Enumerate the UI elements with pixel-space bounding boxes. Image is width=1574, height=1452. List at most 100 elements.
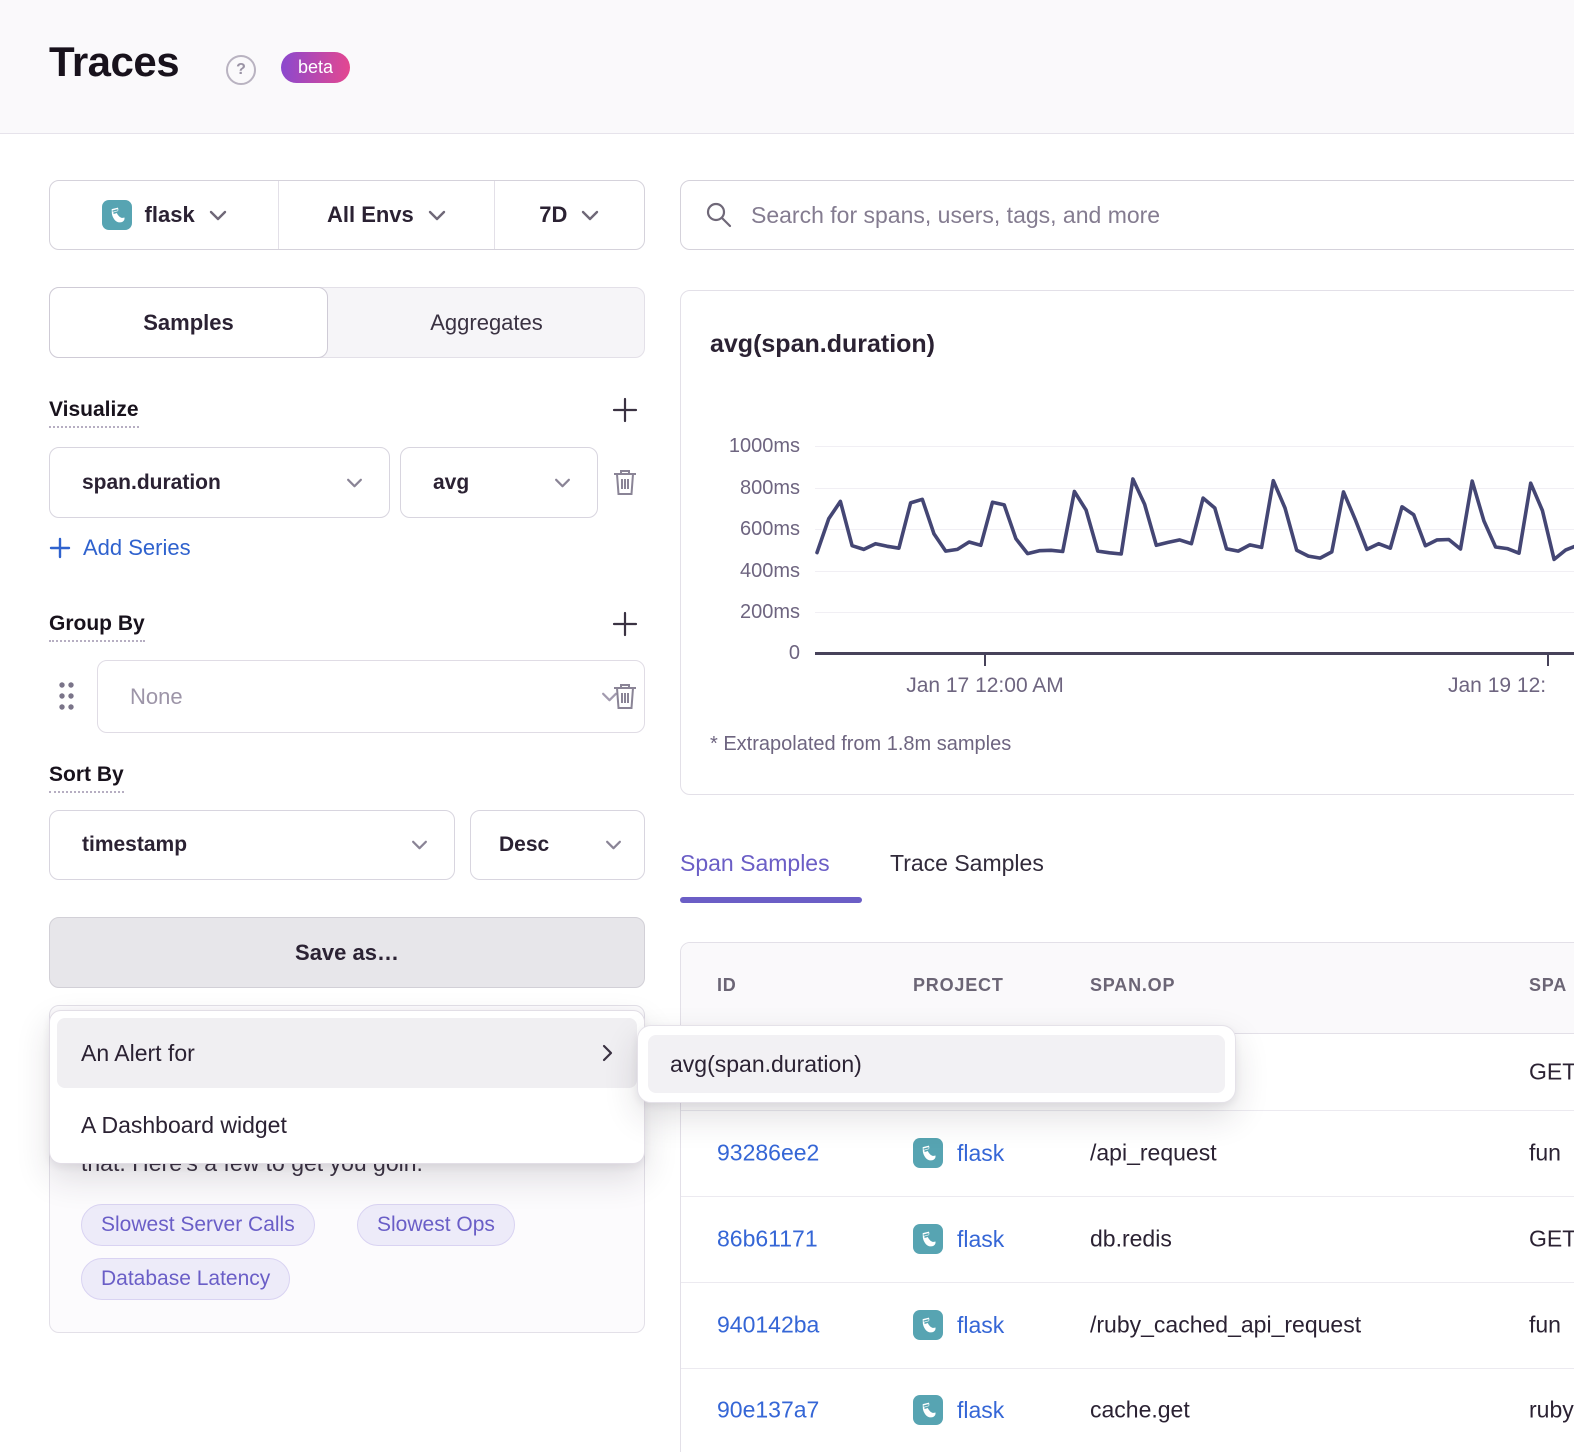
span-op-cell: db.redis <box>1090 1225 1172 1252</box>
suggestion-slowest-ops[interactable]: Slowest Ops <box>357 1204 515 1246</box>
chevron-down-icon <box>582 210 599 220</box>
sort-field-select[interactable]: timestamp <box>49 810 455 880</box>
delete-group-by-button[interactable] <box>610 680 640 712</box>
visualize-field-select[interactable]: span.duration <box>49 447 390 518</box>
gridline <box>815 488 1574 489</box>
chevron-down-icon <box>555 478 570 487</box>
save-as-button[interactable]: Save as… <box>49 917 645 988</box>
duration-line-chart <box>815 477 1574 562</box>
trash-icon <box>614 470 636 495</box>
suggestion-slowest-server-calls[interactable]: Slowest Server Calls <box>81 1204 315 1246</box>
trash-icon <box>614 684 636 709</box>
y-tick-label: 1000ms <box>728 435 800 457</box>
page-header <box>0 0 1574 134</box>
sort-by-label: Sort By <box>49 763 124 793</box>
gridline <box>815 612 1574 613</box>
page-title: Traces <box>49 38 180 85</box>
project-link[interactable]: flask <box>957 1396 1005 1423</box>
add-series-button[interactable]: Add Series <box>49 535 191 561</box>
table-header <box>681 943 1574 1034</box>
chevron-down-icon <box>606 840 621 850</box>
search-bar <box>680 180 1574 250</box>
x-axis <box>815 652 1574 655</box>
beta-badge: beta <box>281 52 351 83</box>
span-description-cell: fun <box>1529 1139 1561 1166</box>
x-tick <box>1547 655 1549 666</box>
project-link[interactable]: flask <box>957 1311 1005 1338</box>
table-row: GET <box>681 1033 1574 1111</box>
flask-project-icon <box>101 200 132 230</box>
flask-project-icon <box>913 1395 943 1425</box>
tab-span-samples[interactable]: Span Samples <box>680 850 830 876</box>
help-icon[interactable]: ? <box>226 55 256 85</box>
chevron-down-icon <box>347 478 362 487</box>
plus-icon <box>612 397 638 423</box>
column-header-project: PROJECT <box>913 975 1004 995</box>
menu-item-dashboard-widget[interactable]: A Dashboard widget <box>81 1111 287 1138</box>
span-op-cell: cache.get <box>1090 1396 1190 1423</box>
span-id-link[interactable]: 93286ee2 <box>717 1139 820 1166</box>
span-id-link[interactable]: 86b61171 <box>717 1225 818 1252</box>
project-link[interactable]: flask <box>957 1225 1005 1252</box>
add-visualize-button[interactable] <box>611 396 639 424</box>
column-header-span-op: SPAN.OP <box>1090 975 1176 995</box>
y-tick-label: 0 <box>788 642 800 664</box>
chart-title: avg(span.duration) <box>710 330 936 358</box>
flask-project-icon <box>913 1224 943 1254</box>
y-tick-label: 600ms <box>739 518 800 540</box>
table-row: 93286ee2 flask /api_request fun <box>681 1110 1574 1197</box>
span-description-cell: GET <box>1529 1225 1574 1252</box>
submenu-item-avg-span-duration[interactable]: avg(span.duration) <box>648 1035 1225 1093</box>
tab-aggregates[interactable]: Aggregates <box>430 309 543 335</box>
y-tick-label: 400ms <box>739 560 800 582</box>
chevron-down-icon <box>428 210 445 220</box>
add-group-by-button[interactable] <box>611 610 639 638</box>
x-tick-label: Jan 17 12:00 AM <box>906 674 1064 697</box>
environment-selector[interactable]: All Envs <box>278 181 493 249</box>
span-op-cell: /api_request <box>1090 1139 1217 1166</box>
table-row: 90e137a7 flask cache.get ruby <box>681 1368 1574 1452</box>
search-input[interactable] <box>749 200 1574 230</box>
flask-project-icon <box>913 1310 943 1340</box>
table-row: 86b61171 flask db.redis GET <box>681 1196 1574 1283</box>
sort-direction-select[interactable]: Desc <box>470 810 645 880</box>
y-tick-label: 800ms <box>739 477 800 499</box>
span-id-link[interactable]: 90e137a7 <box>717 1396 820 1423</box>
table-row: 940142ba flask /ruby_cached_api_request … <box>681 1282 1574 1369</box>
group-by-select[interactable]: None <box>97 660 645 733</box>
gridline <box>815 571 1574 572</box>
project-link[interactable]: flask <box>957 1139 1005 1166</box>
menu-item-alert[interactable]: An Alert for <box>57 1018 637 1088</box>
drag-dots-icon <box>59 682 74 710</box>
tab-samples[interactable]: Samples <box>49 287 328 358</box>
span-description-cell: ruby <box>1529 1396 1574 1423</box>
delete-visualize-button[interactable] <box>610 466 640 498</box>
column-header-span-description: SPA <box>1529 975 1568 995</box>
project-selector[interactable]: flask <box>50 181 278 249</box>
chevron-down-icon <box>602 692 617 701</box>
chevron-down-icon <box>412 840 427 850</box>
suggestion-database-latency[interactable]: Database Latency <box>81 1258 291 1300</box>
chart-footnote: * Extrapolated from 1.8m samples <box>710 733 1012 755</box>
column-header-id: ID <box>717 975 737 995</box>
span-description-cell: fun <box>1529 1311 1561 1338</box>
span-op-cell: /ruby_cached_api_request <box>1090 1311 1362 1338</box>
x-tick <box>984 655 986 666</box>
visualize-aggregate-select[interactable]: avg <box>400 447 598 518</box>
search-icon <box>706 202 732 228</box>
plus-icon <box>612 611 638 637</box>
date-range-selector[interactable]: 7D <box>493 181 645 249</box>
tab-trace-samples[interactable]: Trace Samples <box>890 850 1044 876</box>
gridline <box>815 446 1574 447</box>
span-id-link[interactable]: 940142ba <box>717 1311 820 1338</box>
y-tick-label: 200ms <box>739 601 800 623</box>
filter-bar: flask All Envs 7D <box>49 180 645 250</box>
x-tick-label: Jan 19 12: <box>1448 674 1547 697</box>
chevron-down-icon <box>209 210 226 220</box>
plus-icon <box>49 537 71 559</box>
project-label: flask <box>144 202 195 227</box>
drag-handle[interactable] <box>55 679 77 713</box>
chevron-right-icon <box>602 1044 613 1062</box>
span-description-cell: GET <box>1529 1058 1574 1084</box>
